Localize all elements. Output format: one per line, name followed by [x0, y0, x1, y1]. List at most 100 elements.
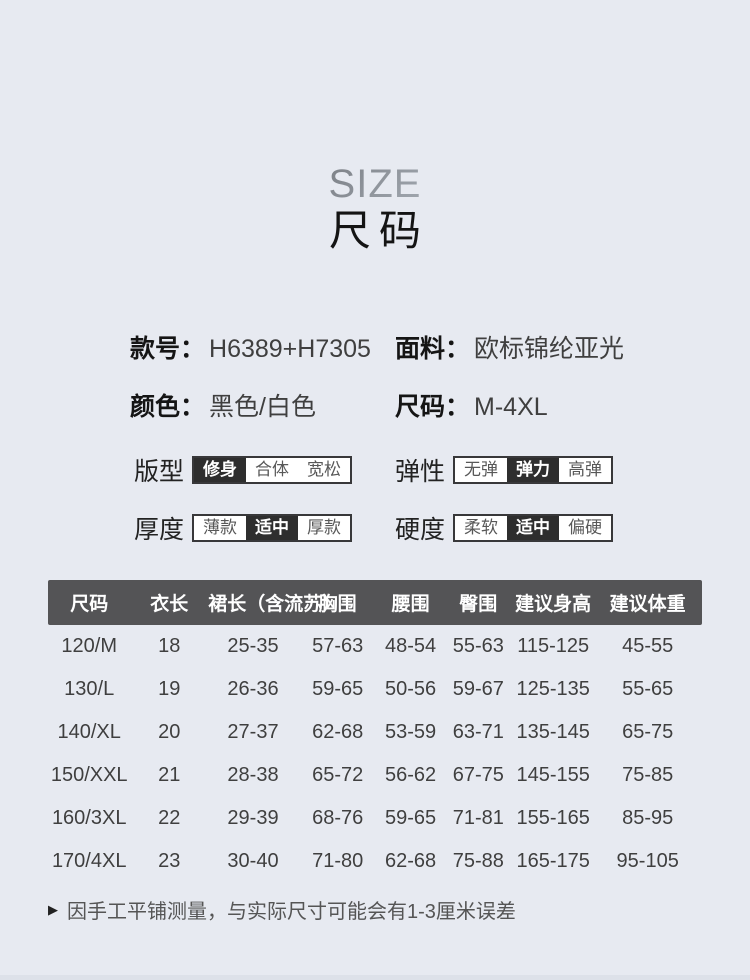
table-cell: 155-165	[516, 807, 590, 829]
segmented-control: 薄款 适中 厚款	[192, 514, 353, 542]
size-table-header-cell: 尺码	[48, 580, 131, 625]
measurement-note: ▶ 因手工平铺测量，与实际尺寸可能会有1-3厘米误差	[48, 895, 516, 924]
segment-option: 合体	[255, 460, 290, 479]
table-cell: 75-88	[452, 850, 504, 872]
title-size-en: SIZE	[0, 162, 750, 207]
spec-value: M-4XL	[474, 393, 548, 421]
segment-option: 无弹	[464, 460, 499, 479]
spec-label: 款号：	[130, 335, 206, 363]
size-table-body: 120/M 18 25-35 57-63 48-54 55-63 115-125 45-55 1…	[48, 625, 702, 883]
size-table-header-cell: 裙长（含流苏）	[208, 580, 341, 625]
attribute-row: 弹性 无弹 弹力 高弹	[395, 456, 614, 486]
table-cell: 62-68	[312, 721, 364, 743]
title-size-zh: 尺码	[328, 207, 429, 254]
table-cell: 65-75	[622, 721, 674, 743]
table-cell: 85-95	[622, 807, 674, 829]
table-cell: 48-54	[385, 635, 437, 657]
spec-row: 尺码： M-4XL	[395, 392, 624, 422]
segment-option: 柔软	[464, 518, 499, 537]
table-row: 140/XL 20 27-37 62-68 53-59 63-71 135-145 65-75	[48, 711, 702, 754]
table-row: 160/3XL 22 29-39 68-76 59-65 71-81 155-165 85-9…	[48, 797, 702, 840]
product-attributes: 版型 修身 合体 宽松 弹性 无弹 弹力 高弹 厚度 薄款 适中 厚款 硬度 柔软 适中 偏硬	[134, 456, 614, 544]
table-cell: 150/XXL	[50, 764, 128, 786]
size-table-header-row: 尺码 衣长 裙长（含流苏） 胸围 腰围 臀围 建议身高 建议体重	[48, 580, 702, 625]
spec-value: H6389+H7305	[209, 335, 371, 363]
note-text: 因手工平铺测量，与实际尺寸可能会有1-3厘米误差	[67, 901, 516, 923]
table-row: 120/M 18 25-35 57-63 48-54 55-63 115-125 45-55	[48, 625, 702, 668]
triangle-bullet-icon: ▶	[48, 902, 58, 917]
spec-value: 欧标锦纶亚光	[474, 335, 625, 363]
table-cell: 125-135	[516, 678, 590, 700]
table-cell: 25-35	[227, 635, 279, 657]
table-cell: 56-62	[385, 764, 437, 786]
table-cell: 65-72	[312, 764, 364, 786]
table-cell: 68-76	[312, 807, 364, 829]
attribute-row: 厚度 薄款 适中 厚款	[134, 514, 395, 544]
table-cell: 59-65	[312, 678, 364, 700]
product-specs: 款号： H6389+H7305 面料： 欧标锦纶亚光 颜色： 黑色/白色 尺码： M-4XL	[130, 334, 624, 422]
table-cell: 67-75	[452, 764, 504, 786]
table-cell: 23	[158, 850, 181, 872]
table-cell: 18	[158, 635, 181, 657]
spec-row: 面料： 欧标锦纶亚光	[395, 334, 624, 364]
table-cell: 21	[158, 764, 181, 786]
table-cell: 63-71	[452, 721, 504, 743]
table-cell: 140/XL	[57, 721, 121, 743]
table-cell: 170/4XL	[51, 850, 127, 872]
table-cell: 57-63	[312, 635, 364, 657]
spec-label: 面料：	[395, 335, 471, 363]
table-cell: 28-38	[227, 764, 279, 786]
table-cell: 145-155	[516, 764, 590, 786]
table-cell: 45-55	[622, 635, 674, 657]
table-cell: 115-125	[517, 635, 590, 657]
table-cell: 55-65	[622, 678, 674, 700]
table-row: 130/L 19 26-36 59-65 50-56 59-67 125-135 55-65	[48, 668, 702, 711]
table-cell: 59-65	[385, 807, 437, 829]
size-table-header-cell: 衣长	[130, 580, 209, 625]
segment-option: 宽松	[307, 460, 342, 479]
attribute-label: 厚度	[134, 516, 185, 544]
table-row: 170/4XL 23 30-40 71-80 62-68 75-88 165-175 95-1…	[48, 840, 702, 883]
table-cell: 22	[158, 807, 181, 829]
bottom-edge-strip	[0, 975, 750, 980]
segment-option-selected: 适中	[507, 516, 560, 540]
table-cell: 59-67	[452, 678, 504, 700]
size-table-header-cell: 腰围	[377, 580, 444, 625]
size-table-head: 尺码 衣长 裙长（含流苏） 胸围 腰围 臀围 建议身高 建议体重	[48, 580, 702, 625]
table-row: 150/XXL 21 28-38 65-72 56-62 67-75 145-155 75-8…	[48, 754, 702, 797]
table-cell: 95-105	[616, 850, 679, 872]
table-cell: 20	[158, 721, 181, 743]
spec-value: 黑色/白色	[209, 393, 316, 421]
attribute-label: 硬度	[395, 516, 446, 544]
spec-row: 颜色： 黑色/白色	[130, 392, 395, 422]
attribute-label: 弹性	[395, 458, 446, 486]
table-cell: 130/L	[64, 678, 115, 700]
segment-option-selected: 弹力	[507, 458, 560, 482]
table-cell: 71-81	[452, 807, 504, 829]
size-table-header-cell: 建议体重	[593, 580, 702, 625]
spec-label: 颜色：	[130, 393, 206, 421]
table-cell: 53-59	[385, 721, 437, 743]
attribute-label: 版型	[134, 458, 185, 486]
size-table-header-cell: 臀围	[443, 580, 513, 625]
segmented-control: 无弹 弹力 高弹	[453, 456, 614, 484]
segment-option: 偏硬	[568, 518, 603, 537]
spec-label: 尺码：	[395, 393, 471, 421]
table-cell: 50-56	[385, 678, 437, 700]
size-table-header-cell: 胸围	[297, 580, 378, 625]
table-cell: 55-63	[452, 635, 504, 657]
table-cell: 19	[158, 678, 181, 700]
segmented-control: 柔软 适中 偏硬	[453, 514, 614, 542]
segment-option: 薄款	[203, 518, 238, 537]
segmented-control: 修身 合体 宽松	[192, 456, 353, 484]
table-cell: 27-37	[227, 721, 279, 743]
table-cell: 160/3XL	[51, 807, 127, 829]
table-cell: 135-145	[516, 721, 590, 743]
table-cell: 75-85	[622, 764, 674, 786]
table-cell: 26-36	[227, 678, 279, 700]
segment-option-selected: 修身	[194, 458, 247, 482]
table-cell: 62-68	[385, 850, 437, 872]
table-cell: 29-39	[227, 807, 279, 829]
size-table: 尺码 衣长 裙长（含流苏） 胸围 腰围 臀围 建议身高 建议体重 120/M 18 25-35 57…	[48, 580, 702, 883]
